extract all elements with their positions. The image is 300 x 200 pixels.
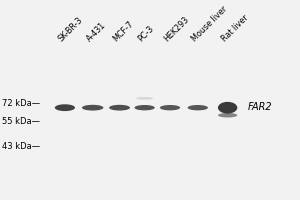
- Ellipse shape: [218, 102, 237, 114]
- Ellipse shape: [109, 105, 130, 111]
- Ellipse shape: [160, 105, 180, 110]
- Ellipse shape: [55, 104, 75, 111]
- Text: MCF-7: MCF-7: [112, 19, 136, 43]
- Ellipse shape: [134, 105, 155, 110]
- Text: HEK293: HEK293: [162, 15, 190, 43]
- Ellipse shape: [136, 97, 153, 100]
- Text: 72 kDa—: 72 kDa—: [2, 99, 40, 108]
- Text: 43 kDa—: 43 kDa—: [2, 142, 40, 151]
- Text: SK-BR-3: SK-BR-3: [57, 15, 85, 43]
- Ellipse shape: [188, 105, 208, 110]
- Text: 55 kDa—: 55 kDa—: [2, 117, 40, 126]
- Text: FAR2: FAR2: [248, 102, 273, 112]
- Ellipse shape: [218, 113, 237, 117]
- Text: Mouse liver: Mouse liver: [190, 4, 229, 43]
- Text: A-431: A-431: [85, 20, 108, 43]
- Text: Rat liver: Rat liver: [220, 13, 250, 43]
- Ellipse shape: [82, 105, 104, 111]
- Text: PC-3: PC-3: [137, 24, 156, 43]
